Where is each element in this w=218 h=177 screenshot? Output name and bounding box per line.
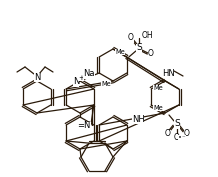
Text: O: O	[174, 133, 180, 142]
Text: N: N	[73, 78, 79, 87]
Text: S: S	[174, 119, 180, 129]
Text: O: O	[165, 130, 171, 138]
Text: NH: NH	[132, 115, 145, 124]
Text: O: O	[128, 33, 134, 42]
Text: O: O	[184, 130, 190, 138]
Text: =N: =N	[77, 121, 90, 130]
Text: Me: Me	[101, 81, 111, 87]
Text: N: N	[34, 73, 40, 81]
Text: Me: Me	[153, 105, 163, 111]
Text: OH: OH	[142, 30, 153, 39]
Text: HN: HN	[162, 68, 174, 78]
Text: Me: Me	[153, 85, 163, 91]
Text: S: S	[136, 44, 142, 53]
Text: •⁻: •⁻	[178, 135, 186, 141]
Text: +: +	[78, 75, 84, 81]
Text: Na: Na	[83, 70, 95, 79]
Text: Me: Me	[115, 49, 125, 55]
Text: O: O	[148, 50, 154, 59]
